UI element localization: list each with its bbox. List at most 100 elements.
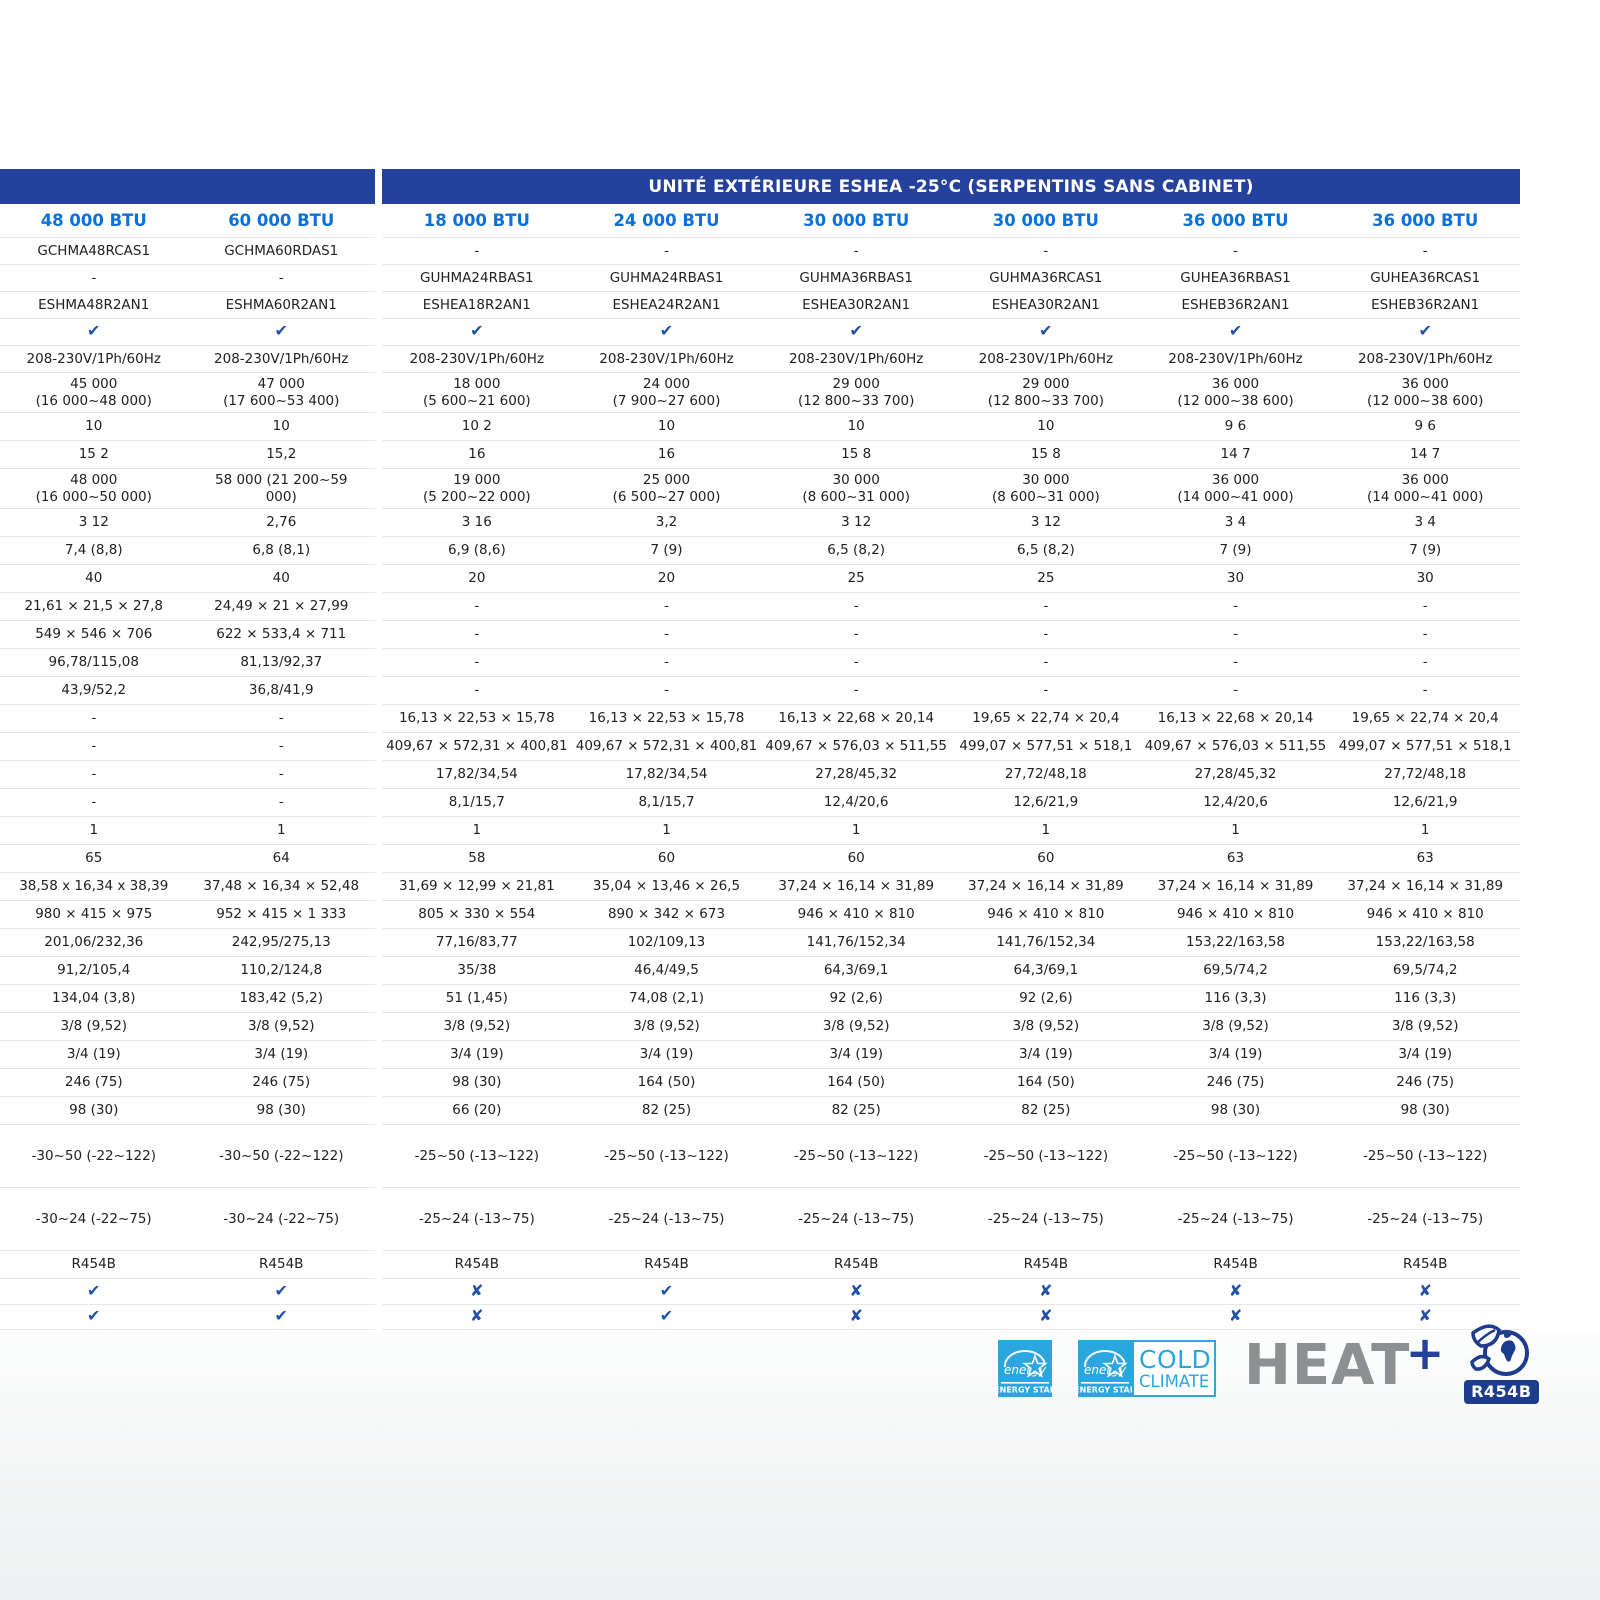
table-cell: 3 12 xyxy=(78,514,109,531)
table-cell: R454B xyxy=(1402,1256,1448,1273)
plus-icon: + xyxy=(1405,1326,1445,1380)
table-cell: 164 (50) xyxy=(827,1074,886,1091)
table-cell: - xyxy=(278,738,284,755)
check-mark: ✔ xyxy=(659,1280,674,1300)
table-cell: 38,58 x 16,34 x 38,39 xyxy=(19,878,169,895)
bottom-background xyxy=(0,1332,1600,1600)
table-cell: 246 (75) xyxy=(252,1074,311,1091)
table-row: 38,58 x 16,34 x 38,39 37,48 × 16,34 × 52,… xyxy=(0,872,375,900)
table-cell: ESHMA60R2AN1 xyxy=(225,296,337,313)
table-cell: 6,9 (8,6) xyxy=(447,542,506,559)
table-cell: 3/8 (9,52) xyxy=(1202,1018,1269,1035)
table-cell: 36 000 (14 000~41 000) xyxy=(1367,472,1484,505)
table-cell: 8,1/15,7 xyxy=(448,794,505,811)
table-row: ESHEA18R2AN1 ESHEA24R2AN1 ESHEA30R2AN1 ESHE… xyxy=(382,291,1520,318)
table-cell: - xyxy=(664,682,669,699)
table-cell: - xyxy=(664,598,669,615)
x-icon: ✘ xyxy=(1141,1282,1331,1300)
table-cell: - xyxy=(1422,242,1428,259)
table-cell: 208-230V/1Ph/60Hz xyxy=(26,350,161,367)
table-cell: 3 12 xyxy=(1030,514,1061,531)
table-cell: 40 xyxy=(272,570,290,587)
table-cell: 3/8 (9,52) xyxy=(247,1018,315,1035)
table-row: 16,13 × 22,53 × 15,78 16,13 × 22,53 × 15,… xyxy=(382,704,1520,732)
table-cell: 66 (20) xyxy=(452,1102,502,1119)
column-header: 30 000 BTU xyxy=(992,211,1099,230)
table-cell: 1 xyxy=(851,822,861,839)
table-cell: -25~50 (-13~122) xyxy=(414,1147,540,1164)
table-cell: R454B xyxy=(1023,1256,1069,1273)
table-cell: 15 2 xyxy=(78,446,109,463)
table-cell: 37,24 × 16,14 × 31,89 xyxy=(967,878,1124,895)
table-row: -30~24 (-22~75) -30~24 (-22~75) xyxy=(0,1187,375,1250)
table-cell: GCHMA60RDAS1 xyxy=(224,242,339,259)
check-mark: ✔ xyxy=(470,321,484,341)
table-row: -- xyxy=(0,788,375,816)
table-cell: 183,42 (5,2) xyxy=(239,990,324,1007)
table-row: 43,9/52,2 36,8/41,9 xyxy=(0,676,375,704)
table-cell: 91,2/105,4 xyxy=(57,962,131,979)
table-cell: 1 xyxy=(1231,822,1240,839)
table-cell: 946 × 410 × 810 xyxy=(1176,906,1295,923)
table-cell: 409,67 × 576,03 × 511,55 xyxy=(1144,738,1327,755)
table-cell: 1 xyxy=(1420,822,1430,839)
table-cell: 60 xyxy=(657,850,676,867)
check-mark: ✔ xyxy=(87,1280,101,1300)
spec-table: 48 000 BTU 60 000 BTU GCHMA48RCAS1 GCHMA60… xyxy=(0,169,1520,1330)
x-mark: ✘ xyxy=(849,1306,863,1326)
check-icon: ✔ xyxy=(188,1308,376,1325)
table-cell: 7 (9) xyxy=(1409,542,1442,559)
table-row: 549 × 546 × 706 622 × 533,4 × 711 xyxy=(0,620,375,648)
table-cell: -25~50 (-13~122) xyxy=(793,1147,919,1164)
table-row: ✔ ✔ xyxy=(0,1278,375,1304)
table-row: ------ xyxy=(382,237,1520,264)
table-cell: - xyxy=(1043,654,1049,671)
table-cell: 58 xyxy=(468,850,486,867)
table-cell: ESHEA30R2AN1 xyxy=(802,296,911,313)
table-cell: 208-230V/1Ph/60Hz xyxy=(409,350,545,367)
table-cell: 58 000 (21 200~59 000) xyxy=(214,472,348,505)
table-cell: 15 8 xyxy=(841,446,872,463)
table-cell: 164 (50) xyxy=(637,1074,696,1091)
table-row: 805 × 330 × 554 890 × 342 × 673 946 × 410 … xyxy=(382,900,1520,928)
table-cell: 51 (1,45) xyxy=(445,990,508,1007)
table-row: 3/4 (19) 3/4 (19) 3/4 (19) 3/4 (19) 3/4 (19)… xyxy=(382,1040,1520,1068)
table-cell: 92 (2,6) xyxy=(1019,990,1073,1007)
table-cell: 60 xyxy=(1037,850,1055,867)
table-cell: 7,4 (8,8) xyxy=(64,542,123,559)
table-cell: 96,78/115,08 xyxy=(48,654,139,671)
check-icon: ✔ xyxy=(1141,323,1331,340)
table-cell: 20 xyxy=(468,570,486,587)
table-title: UNITÉ EXTÉRIEURE ESHEA -25°C (SERPENTINS… xyxy=(648,176,1254,197)
table-cell: 36 000 (14 000~41 000) xyxy=(1177,472,1294,505)
certification-logos: energy ENERGY STAR energy ENERGY STAR CO… xyxy=(998,1324,1540,1404)
x-mark: ✘ xyxy=(1039,1306,1053,1326)
r454b-badge: R454B xyxy=(1464,1380,1539,1404)
table-cell: 3/8 (9,52) xyxy=(633,1018,700,1035)
table-cell: 45 000 (16 000~48 000) xyxy=(35,376,152,409)
table-row: 208-230V/1Ph/60Hz 208-230V/1Ph/60Hz 208-23… xyxy=(382,345,1520,372)
table-cell: 499,07 × 577,51 × 518,1 xyxy=(959,738,1133,755)
table-row: 20 20 25 25 30 30 xyxy=(382,564,1520,592)
table-cell: - xyxy=(853,598,859,615)
table-cell: 110,2/124,8 xyxy=(240,962,323,979)
check-mark: ✔ xyxy=(849,321,863,341)
table-cell: - xyxy=(1233,682,1238,699)
table-cell: - xyxy=(91,766,97,783)
table-row: ✘ ✔ ✘ ✘ ✘ ✘ xyxy=(382,1278,1520,1304)
table-cell: 30 000 (8 600~31 000) xyxy=(802,472,911,505)
x-icon: ✘ xyxy=(382,1308,572,1325)
table-cell: - xyxy=(1233,598,1238,615)
table-cell: - xyxy=(1233,654,1238,671)
table-cell: - xyxy=(91,269,97,286)
table-cell: 60 xyxy=(847,850,865,867)
table-cell: 246 (75) xyxy=(64,1074,123,1091)
table-cell: GUHEA36RCAS1 xyxy=(1370,269,1481,286)
cold-climate-line2: CLIMATE xyxy=(1139,1371,1210,1391)
table-cell: 69,5/74,2 xyxy=(1203,962,1268,979)
table-cell: 12,4/20,6 xyxy=(1203,794,1268,811)
table-cell: 549 × 546 × 706 xyxy=(35,626,153,643)
check-icon: ✔ xyxy=(0,1308,188,1325)
table-cell: R454B xyxy=(644,1256,689,1273)
check-mark: ✔ xyxy=(659,321,674,341)
